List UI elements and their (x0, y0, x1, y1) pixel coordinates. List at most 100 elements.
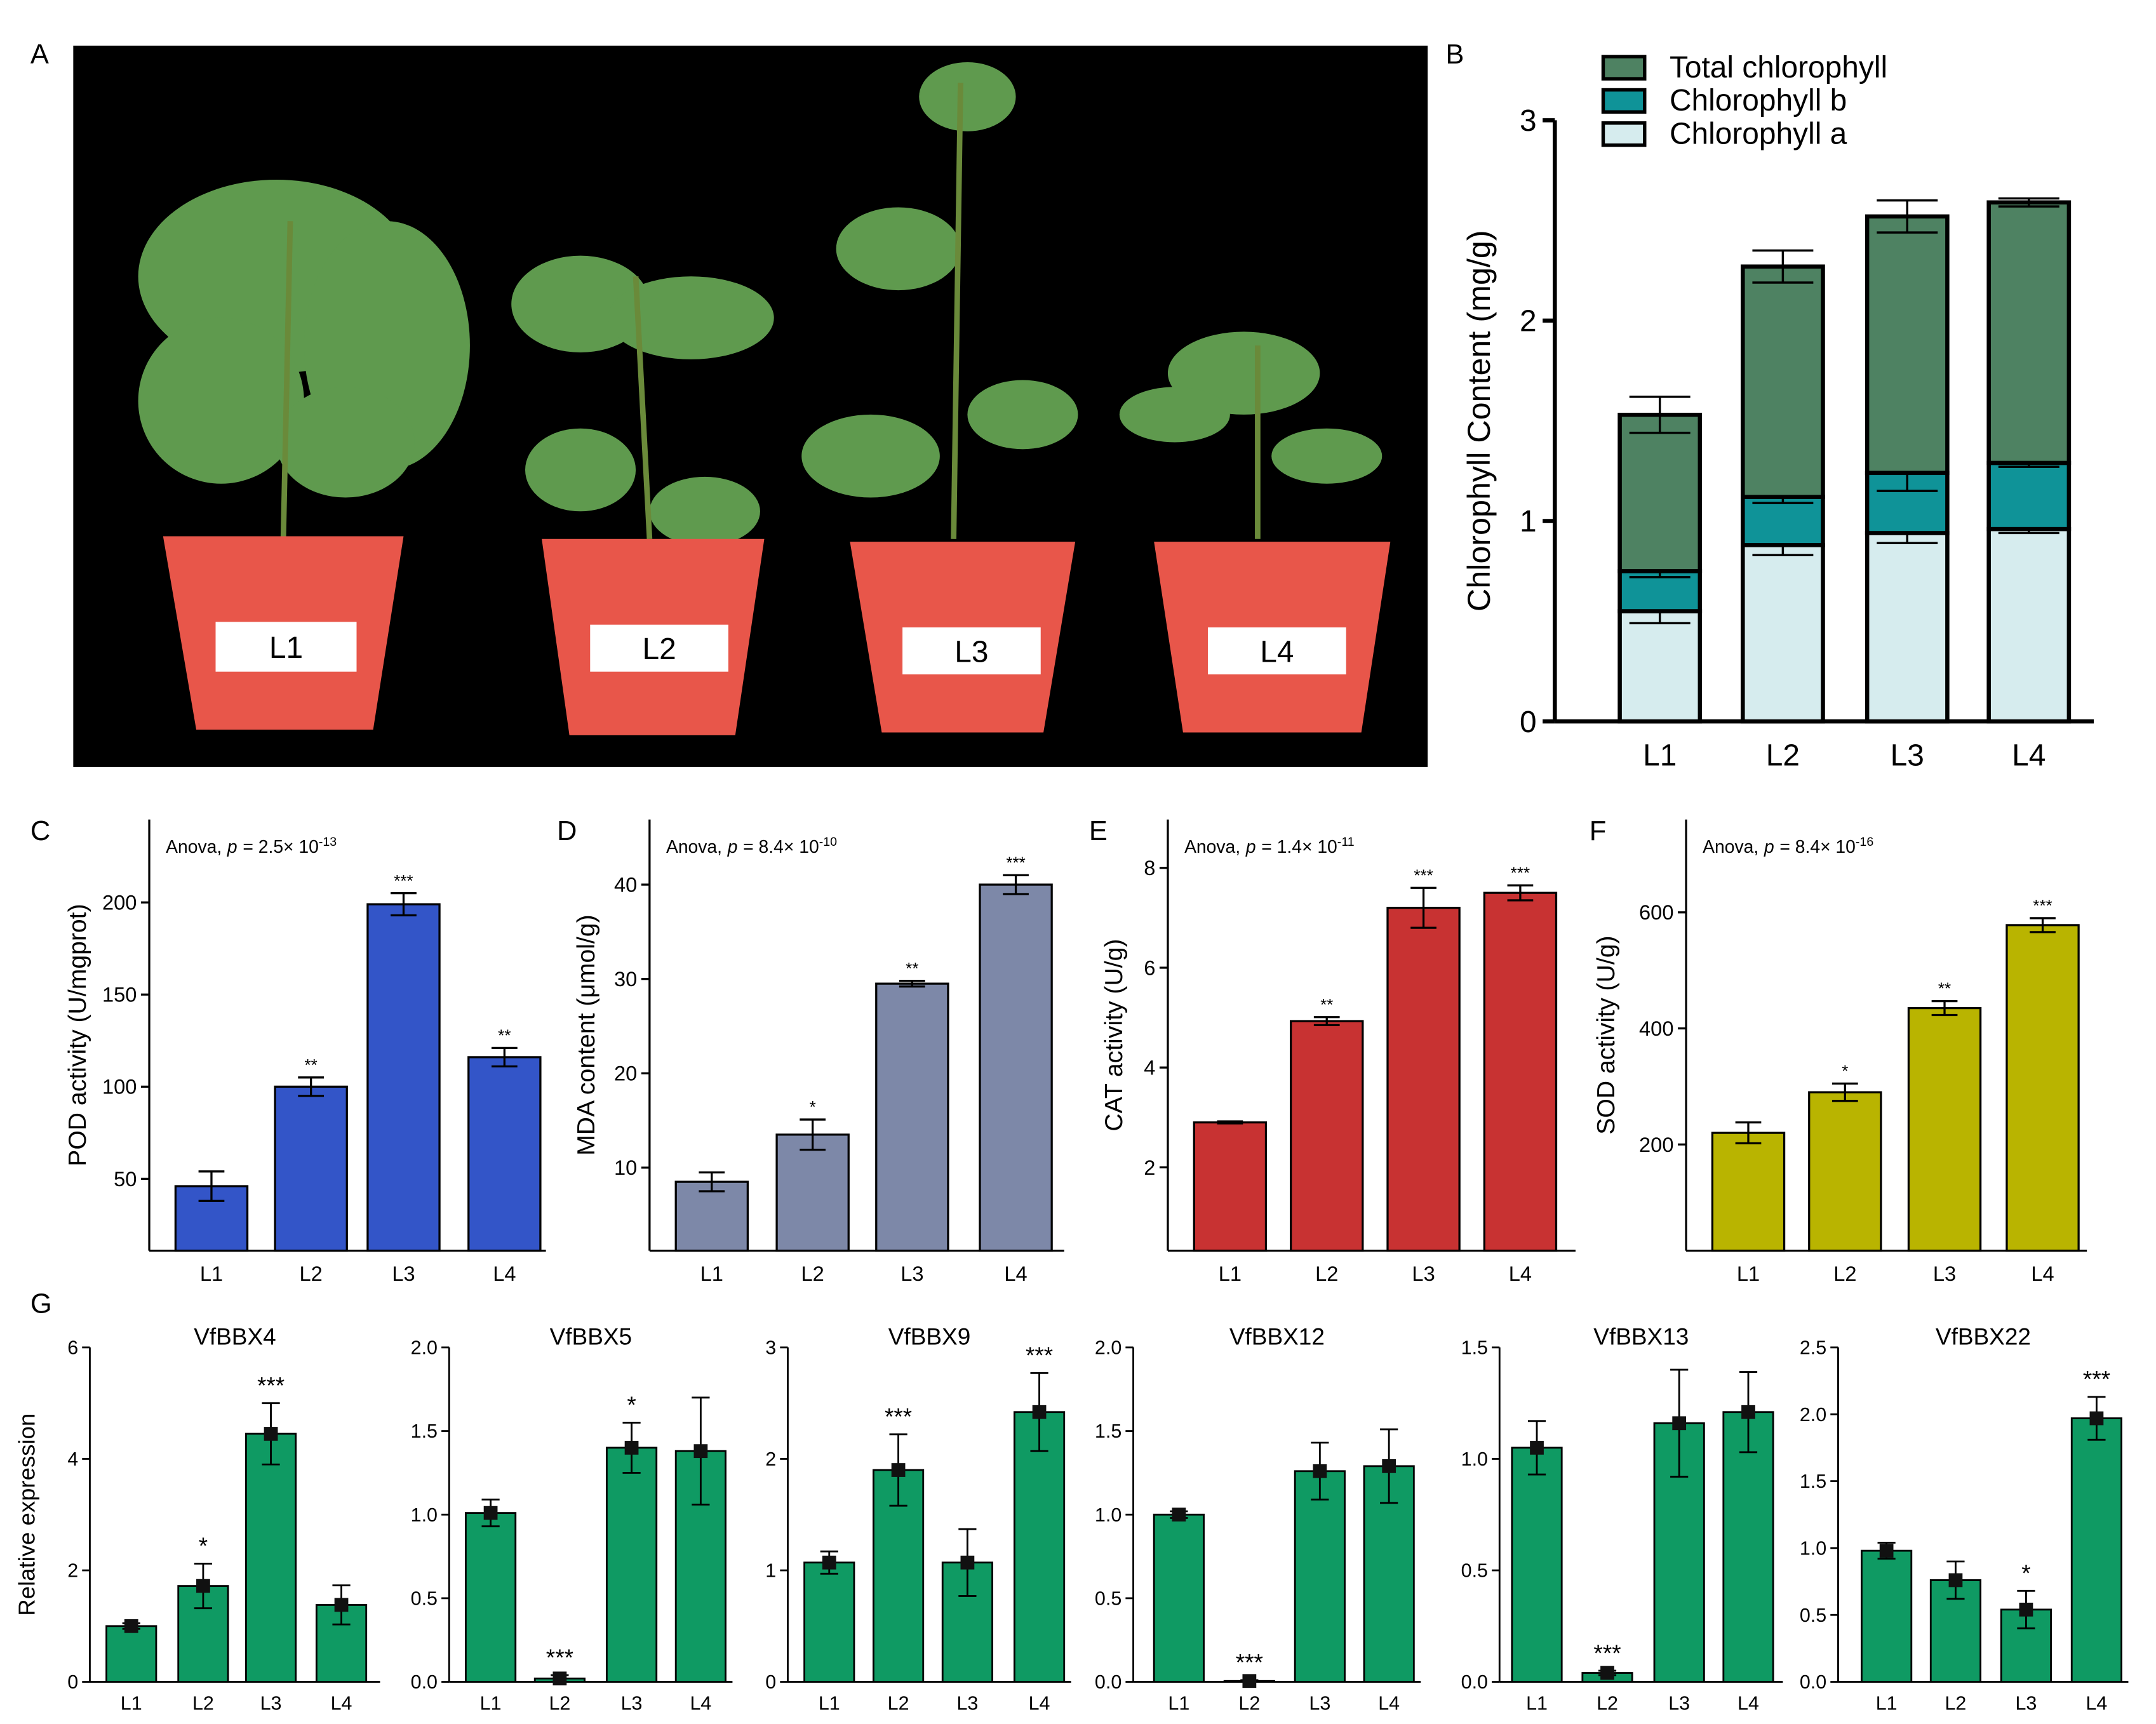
y-tick-label: 1.5 (411, 1420, 438, 1442)
point (334, 1598, 349, 1612)
x-tick-label: L4 (2012, 738, 2046, 772)
annotation-exp: -11 (1337, 835, 1355, 849)
x-tick-label: L4 (1509, 1262, 1532, 1285)
x-tick-label: L2 (801, 1262, 824, 1285)
bar (1153, 1513, 1205, 1683)
bar (1013, 1411, 1066, 1683)
significance-label: * (2021, 1560, 2030, 1586)
x-tick-label: L4 (1004, 1262, 1027, 1285)
bar-segment (1986, 526, 2072, 724)
bar (1861, 1549, 1913, 1683)
bar (2005, 924, 2080, 1252)
point (2089, 1411, 2104, 1426)
bar (605, 1447, 658, 1683)
significance-label: *** (2033, 896, 2052, 915)
bar (1711, 1132, 1786, 1252)
x-tick-label: L1 (121, 1693, 142, 1714)
y-tick-label: 2.5 (1800, 1337, 1826, 1359)
panel-label: A (30, 39, 49, 70)
y-tick-label: 20 (614, 1062, 637, 1085)
bar (1483, 892, 1558, 1252)
point (196, 1579, 210, 1593)
y-tick-label: 150 (102, 983, 137, 1006)
panel-label: G (30, 1289, 52, 1320)
x-tick-label: L3 (956, 1693, 978, 1714)
annotation-exp: -10 (819, 835, 837, 849)
x-tick-label: L3 (1412, 1262, 1435, 1285)
y-tick-label: 3 (1520, 104, 1537, 138)
chart: 10 20 30 40 L1 L2 L3 L4 MDA content (μmol/g) Anov… (573, 819, 1064, 1285)
point (1879, 1544, 1894, 1558)
bar (1386, 907, 1461, 1252)
bar (1294, 1470, 1346, 1683)
bar (674, 1180, 749, 1252)
photo: L1 L2 L3 L4 (73, 45, 1428, 767)
y-tick-label: 1.0 (1800, 1538, 1826, 1560)
significance-label: *** (885, 1404, 912, 1430)
significance-label: ** (906, 959, 918, 978)
point (1172, 1507, 1186, 1522)
y-tick-label: 0.5 (1800, 1605, 1826, 1626)
bar-segment (1741, 495, 1825, 547)
y-axis-label: Relative expression (13, 1413, 39, 1616)
y-tick-label: 0.0 (1461, 1671, 1488, 1693)
annotation: Anova, p = 8.4× 10-16 (1703, 835, 1873, 857)
point (483, 1506, 498, 1520)
y-tick-label: 2.0 (1800, 1404, 1826, 1426)
point (1948, 1573, 1963, 1587)
y-tick-label: 0.5 (1461, 1560, 1488, 1582)
y-tick-label: 1.5 (1095, 1420, 1122, 1442)
bar (2070, 1417, 2123, 1683)
point (2019, 1602, 2033, 1617)
annotation-value: = 8.4× 10 (1779, 836, 1856, 857)
bar (467, 1056, 542, 1252)
y-tick-label: 2.0 (1095, 1337, 1122, 1359)
x-tick-label: L2 (1833, 1262, 1856, 1285)
significance-label: *** (1593, 1640, 1621, 1666)
x-tick-label: L2 (1238, 1693, 1260, 1714)
annotation-exp: -16 (1856, 835, 1873, 849)
x-tick-label: L4 (1738, 1693, 1759, 1714)
pot-label-boxes (215, 622, 1346, 675)
chart: 0 1 2 3 L1 L2 L3 L4 Chlorophyll Content (mg/g) To… (1461, 51, 2094, 772)
y-tick-label: 0.0 (1095, 1671, 1122, 1693)
bar-segment (1986, 200, 2072, 465)
x-tick-label: L2 (549, 1693, 570, 1714)
significance-label: *** (1236, 1650, 1263, 1676)
y-axis-label: Chlorophyll Content (mg/g) (1461, 230, 1497, 611)
pot-label: L3 (954, 635, 988, 669)
point (1032, 1405, 1047, 1419)
bar-segment (1617, 412, 1703, 573)
y-tick-label: 0 (67, 1671, 78, 1693)
y-tick-label: 8 (1144, 856, 1155, 879)
y-tick-label: 30 (614, 967, 637, 991)
y-axis-label: CAT activity (U/g) (1101, 939, 1128, 1132)
x-tick-label: L2 (1945, 1693, 1967, 1714)
x-tick-label: L2 (888, 1693, 909, 1714)
bar (1907, 1006, 1982, 1252)
chart: 50 100 150 200 L1 L2 L3 L4 POD activity (U/mgpro… (64, 819, 546, 1285)
y-tick-label: 4 (1144, 1056, 1155, 1079)
significance-label: ** (498, 1026, 511, 1045)
y-tick-label: 2.0 (411, 1337, 438, 1359)
x-tick-label: L4 (2086, 1693, 2107, 1714)
chart: 0.0 0.5 1.0 1.5 L1 L2 L3 L4 VfBBX13 *** (1461, 1324, 1783, 1714)
bar-segment (1741, 543, 1825, 724)
point (1600, 1666, 1614, 1680)
x-tick-label: L2 (300, 1262, 323, 1285)
y-tick-label: 200 (102, 891, 137, 914)
annotation: Anova, p = 2.5× 10-13 (166, 835, 337, 857)
legend-label: Chlorophyll a (1670, 117, 1847, 150)
plant-foliage (138, 62, 1383, 546)
y-axis-label: SOD activity (U/g) (1593, 935, 1620, 1134)
y-tick-label: 40 (614, 873, 637, 897)
y-tick-label: 6 (67, 1337, 78, 1359)
significance-label: *** (546, 1645, 573, 1671)
bar-segment (1865, 214, 1950, 476)
x-tick-label: L1 (1876, 1693, 1898, 1714)
bar (1290, 1020, 1364, 1252)
legend-swatch (1601, 88, 1647, 114)
chart: 200 400 600 L1 L2 L3 L4 SOD activity (U/g) Anova… (1593, 819, 2087, 1285)
y-tick-label: 50 (114, 1167, 137, 1191)
significance-label: *** (1026, 1342, 1053, 1368)
